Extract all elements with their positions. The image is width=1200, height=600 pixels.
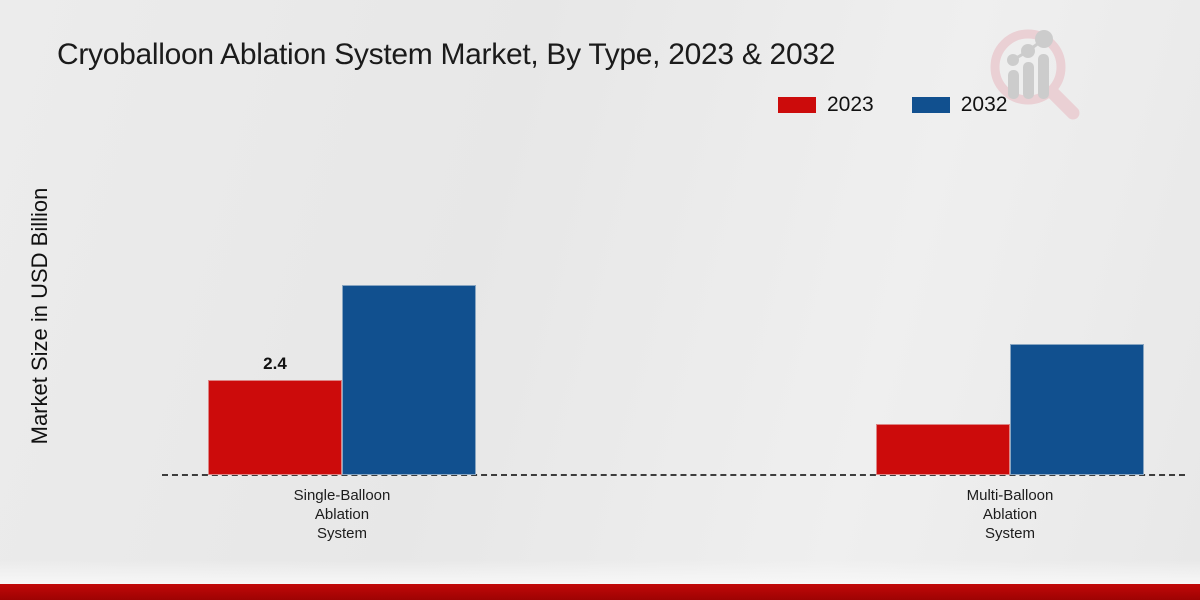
legend: 2023 2032 (778, 93, 1007, 117)
magnifier-lens-icon (990, 29, 1066, 105)
category-label: Multi-Balloon Ablation System (966, 487, 1054, 542)
legend-label: 2023 (827, 93, 874, 116)
legend-label: 2032 (960, 93, 1008, 116)
chart-title: Cryoballoon Ablation System Market, By T… (57, 38, 836, 71)
legend-item-2032: 2032 (911, 93, 1008, 117)
bar-2023-category-1 (208, 380, 342, 475)
bar-2032-category-2 (1010, 344, 1144, 475)
bar-value-label: 2.4 (263, 354, 287, 373)
bar-2023-category-2 (876, 424, 1010, 475)
legend-item-2023: 2023 (778, 93, 874, 117)
brand-accent-bar (0, 584, 1200, 600)
legend-swatch-2023 (778, 97, 816, 113)
logo-trend-line-icon (1012, 37, 1045, 62)
magnifier-handle-icon (1046, 86, 1080, 120)
magnifier-bar-chart-logo (975, 22, 1085, 124)
bar-2032-category-1 (342, 285, 476, 475)
category-label: Single-Balloon Ablation System (293, 487, 391, 542)
legend-swatch-2032 (911, 97, 950, 113)
bottom-fade (0, 560, 1200, 584)
x-axis-line (162, 474, 1185, 476)
